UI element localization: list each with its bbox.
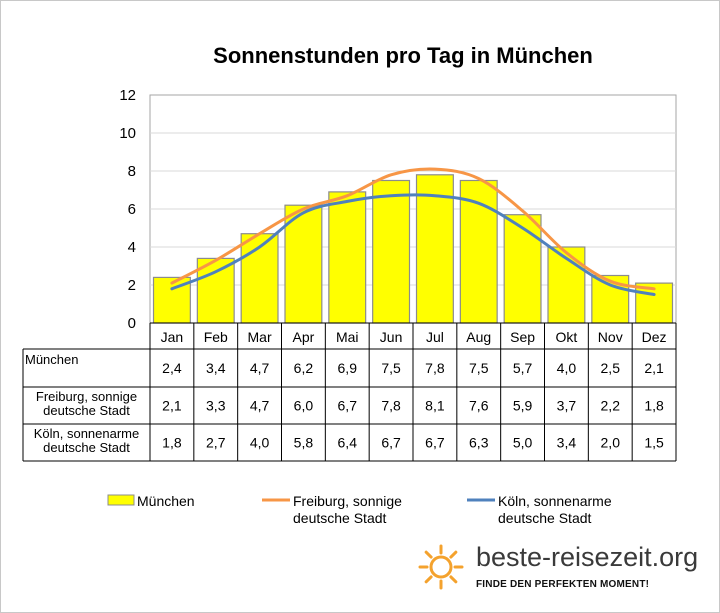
y-tick-label: 8	[128, 163, 136, 180]
data-label: 4,0	[250, 435, 270, 451]
data-label: 2,1	[162, 398, 182, 414]
x-tick-mar: Mar	[248, 329, 272, 345]
x-tick-sep: Sep	[510, 329, 535, 345]
data-label: 4,7	[250, 360, 270, 376]
y-tick-label: 2	[128, 277, 136, 294]
x-tick-okt: Okt	[556, 329, 578, 345]
data-label: 3,4	[557, 435, 577, 451]
bar-jun	[372, 179, 411, 324]
bar-apr	[284, 204, 323, 324]
data-label: 7,8	[381, 398, 401, 414]
brand-tagline: FINDE DEN PERFEKTEN MOMENT!	[476, 579, 649, 590]
sun-icon-ray	[424, 550, 433, 559]
legend-label-freiburg: Freiburg, sonnige	[293, 493, 402, 509]
data-label: 2,7	[206, 435, 226, 451]
data-label: 6,2	[294, 360, 314, 376]
data-label: 2,1	[644, 360, 664, 376]
x-tick-aug: Aug	[466, 329, 491, 345]
row-label-line: Köln, sonnenarme	[34, 426, 140, 441]
data-label: 8,1	[425, 398, 445, 414]
data-label: 3,7	[557, 398, 577, 414]
sun-icon-ray	[449, 550, 458, 559]
row-label-line: Freiburg, sonnige	[36, 389, 137, 404]
bar-sep	[503, 214, 542, 324]
data-label: 5,7	[513, 360, 533, 376]
data-label: 2,4	[162, 360, 182, 376]
chart-title: Sonnenstunden pro Tag in München	[213, 43, 593, 68]
data-label: 3,4	[206, 360, 226, 376]
series-line-freiburg	[170, 167, 656, 291]
x-tick-apr: Apr	[293, 329, 315, 345]
data-label: 6,7	[381, 435, 401, 451]
data-label: 7,5	[381, 360, 401, 376]
bar-feb	[196, 257, 235, 324]
data-label: 1,8	[644, 398, 664, 414]
x-tick-jan: Jan	[161, 329, 184, 345]
data-label: 7,6	[469, 398, 489, 414]
sun-icon-ray	[449, 575, 458, 584]
data-label: 5,8	[294, 435, 314, 451]
sun-icon-core	[429, 555, 453, 579]
legend-label-koeln: Köln, sonnenarme	[498, 493, 612, 509]
series-line-koeln	[170, 193, 656, 296]
data-label: 3,3	[206, 398, 226, 414]
row-label-muenchen: München	[25, 352, 78, 367]
x-tick-dez: Dez	[642, 329, 667, 345]
x-tick-jul: Jul	[426, 329, 444, 345]
bar-mai	[328, 191, 367, 324]
legend-label-freiburg: deutsche Stadt	[293, 510, 387, 526]
data-label: 2,0	[601, 435, 621, 451]
y-tick-label: 0	[128, 315, 136, 332]
data-label: 2,5	[601, 360, 621, 376]
data-label: 4,7	[250, 398, 270, 414]
sun-icon	[418, 544, 464, 590]
legend-label-koeln: deutsche Stadt	[498, 510, 592, 526]
y-tick-label: 12	[119, 87, 136, 104]
sun-icon-ray	[424, 575, 433, 584]
data-label: 2,2	[601, 398, 621, 414]
brand-name: beste-reisezeit.org	[476, 542, 698, 572]
y-tick-label: 10	[119, 125, 136, 142]
legend-swatch-muenchen	[107, 494, 135, 506]
data-label: 4,0	[557, 360, 577, 376]
bar-jul	[415, 174, 454, 324]
data-label: 6,9	[338, 360, 358, 376]
data-label: 6,7	[425, 435, 445, 451]
x-tick-nov: Nov	[598, 329, 623, 345]
data-label: 5,9	[513, 398, 533, 414]
y-tick-label: 4	[128, 239, 136, 256]
data-label: 7,8	[425, 360, 445, 376]
y-tick-label: 6	[128, 201, 136, 218]
data-label: 7,5	[469, 360, 489, 376]
data-label: 6,3	[469, 435, 489, 451]
data-label: 6,7	[338, 398, 358, 414]
x-tick-jun: Jun	[380, 329, 403, 345]
x-tick-mai: Mai	[336, 329, 359, 345]
data-label: 5,0	[513, 435, 533, 451]
data-label: 6,0	[294, 398, 314, 414]
row-label-line: deutsche Stadt	[43, 440, 130, 455]
x-tick-feb: Feb	[204, 329, 228, 345]
legend-label-muenchen: München	[137, 493, 195, 509]
row-label-line: deutsche Stadt	[43, 403, 130, 418]
data-label: 1,5	[644, 435, 664, 451]
data-label: 1,8	[162, 435, 182, 451]
data-label: 6,4	[338, 435, 358, 451]
